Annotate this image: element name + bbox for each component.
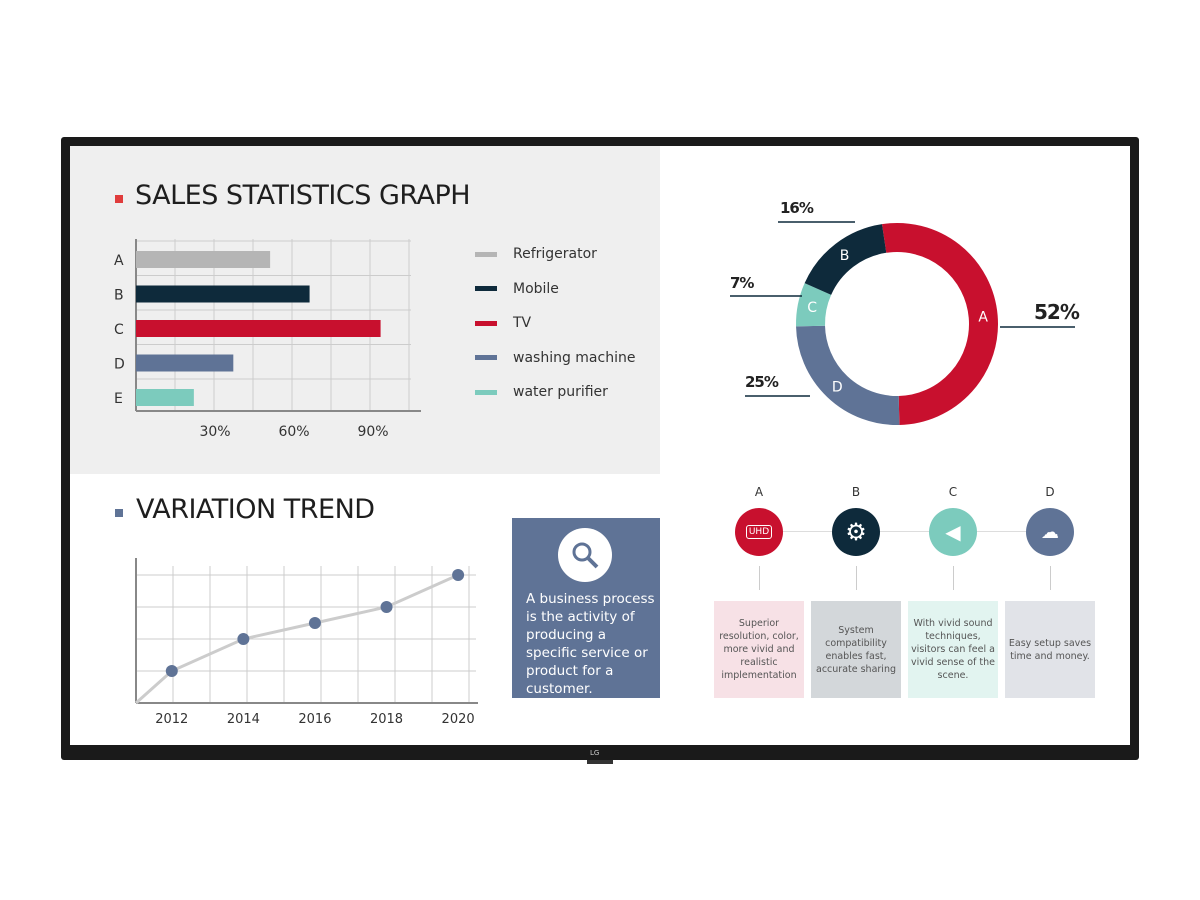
- magnifier-icon: [558, 528, 612, 582]
- feature-connector: [760, 531, 1050, 532]
- pct-label-c: 7%: [730, 274, 754, 292]
- legend-swatch: [475, 320, 497, 326]
- feature-stem: [759, 566, 760, 590]
- donut-slice-C: [796, 283, 832, 327]
- bar-A: [136, 251, 271, 268]
- uhd-badge-text: UHD: [745, 525, 773, 539]
- pct-label-a: 52%: [1034, 300, 1080, 324]
- gear-icon: ⚙: [832, 508, 880, 556]
- business-text: A business process is the activity of pr…: [526, 591, 655, 697]
- x-tick-label: 30%: [199, 424, 230, 440]
- data-point: [237, 633, 250, 645]
- legend-item: Refrigerator: [475, 246, 597, 262]
- feature-card: Easy setup saves time and money.: [1005, 601, 1095, 698]
- x-tick-label: 2014: [227, 712, 260, 726]
- donut-slice-D: [796, 325, 900, 425]
- legend-label: washing machine: [513, 349, 636, 366]
- data-point: [165, 665, 178, 677]
- data-point: [308, 617, 321, 629]
- x-tick-label: 60%: [278, 424, 309, 440]
- uhd-icon: UHD: [735, 508, 783, 556]
- feature-text: With vivid sound techniques, visitors ca…: [911, 618, 995, 681]
- feature-letter: D: [1045, 485, 1055, 499]
- category-label: D: [114, 357, 125, 373]
- feature-stem: [953, 566, 954, 590]
- legend-swatch: [475, 355, 497, 360]
- x-tick-label: 90%: [357, 424, 388, 440]
- network-icon: ☁: [1026, 508, 1074, 556]
- x-tick-label: 2020: [442, 712, 475, 726]
- sales-title: SALES STATISTICS GRAPH: [135, 180, 471, 211]
- feature-text: Superior resolution, color, more vivid a…: [719, 618, 799, 681]
- screen: SALES STATISTICS GRAPH A B C D E 30% 60% 90% Re…: [70, 146, 1130, 745]
- slice-label: D: [832, 380, 843, 396]
- feature-text: System compatibility enables fast, accur…: [816, 624, 896, 675]
- legend-label: TV: [513, 315, 532, 331]
- feature-letter: A: [754, 485, 764, 499]
- feature-card: System compatibility enables fast, accur…: [811, 601, 901, 698]
- slice-label: C: [807, 300, 817, 316]
- legend-item: water purifier: [475, 384, 608, 400]
- slice-label: B: [840, 248, 850, 264]
- legend-item: TV: [475, 315, 531, 331]
- trend-line: [135, 573, 459, 705]
- legend-item: Mobile: [475, 281, 559, 297]
- trend-title: VARIATION TREND: [136, 494, 375, 525]
- x-tick-label: 2012: [155, 712, 188, 726]
- donut-chart: A D C B: [730, 221, 1075, 425]
- slice-label: A: [978, 310, 988, 326]
- feature-card: Superior resolution, color, more vivid a…: [714, 601, 804, 698]
- feature-card: With vivid sound techniques, visitors ca…: [908, 601, 998, 698]
- legend-swatch: [475, 251, 497, 257]
- bar-B: [136, 285, 310, 303]
- bar-E: [136, 389, 194, 406]
- category-label: B: [114, 288, 124, 304]
- x-tick-label: 2016: [298, 712, 331, 726]
- bar-C: [136, 320, 381, 337]
- legend-label: Refrigerator: [513, 246, 597, 262]
- trend-title-marker: [115, 509, 123, 517]
- legend-label: water purifier: [513, 384, 608, 400]
- legend-swatch: [475, 389, 497, 395]
- category-label: E: [114, 391, 123, 407]
- lg-logo: LG: [590, 749, 600, 757]
- sales-title-marker: [115, 195, 123, 203]
- legend-item: washing machine: [475, 350, 635, 366]
- legend-label: Mobile: [513, 280, 559, 297]
- business-card: A business process is the activity of pr…: [512, 518, 660, 698]
- feature-stem: [856, 566, 857, 590]
- feature-letter: B: [851, 485, 861, 499]
- line-chart: 2012 2014 2016 2018 2020: [135, 558, 478, 726]
- pct-label-b: 16%: [780, 199, 814, 217]
- feature-letter: C: [948, 485, 958, 499]
- feature-stem: [1050, 566, 1051, 590]
- legend-swatch: [475, 286, 497, 291]
- pct-label-d: 25%: [745, 373, 779, 391]
- data-point: [452, 569, 465, 581]
- bar-chart: A B C D E 30% 60% 90%: [114, 239, 421, 440]
- feature-text: Easy setup saves time and money.: [1008, 637, 1092, 662]
- monitor-stand: [587, 760, 613, 764]
- category-label: C: [114, 322, 124, 338]
- data-point: [380, 601, 393, 613]
- x-tick-label: 2018: [370, 712, 403, 726]
- category-label: A: [114, 253, 124, 269]
- donut-slice-B: [804, 224, 887, 296]
- bar-D: [136, 354, 234, 372]
- donut-slice-A: [882, 223, 998, 425]
- speaker-icon: ◀: [929, 508, 977, 556]
